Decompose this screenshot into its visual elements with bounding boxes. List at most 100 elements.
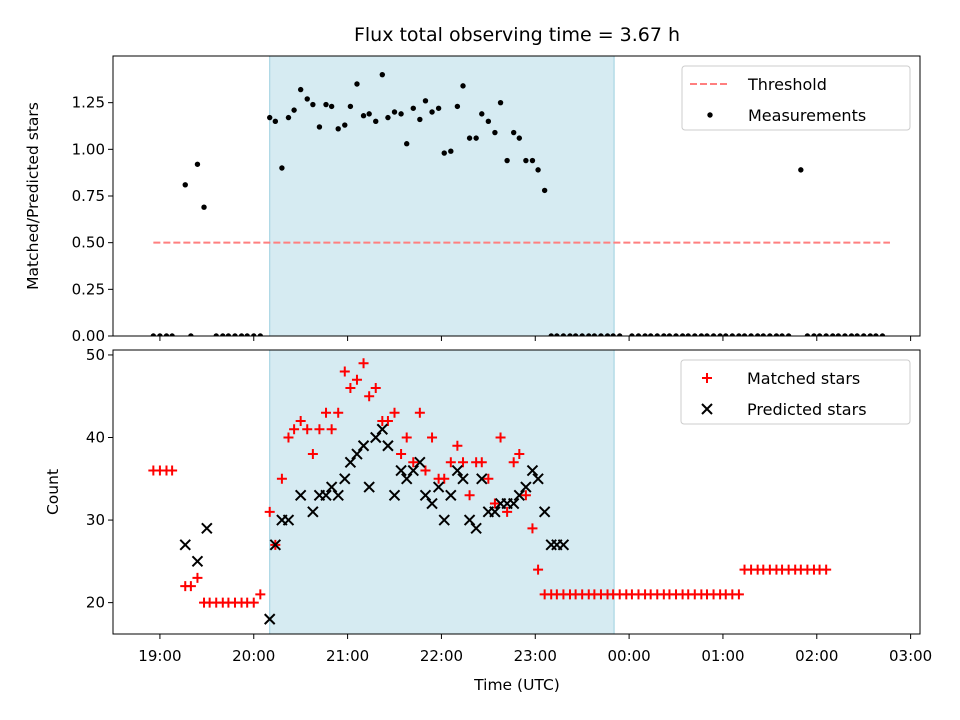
matched-stars-point <box>255 589 266 600</box>
measurements-point <box>798 167 804 173</box>
measurements-point <box>642 333 648 336</box>
matched-stars-point <box>420 465 431 476</box>
measurements-point <box>617 333 623 336</box>
predicted-stars-point <box>457 473 469 485</box>
ratio-observing-span <box>269 55 615 337</box>
measurements-point <box>635 333 642 336</box>
matched-stars-point <box>351 374 362 385</box>
measurements-point <box>661 333 667 336</box>
x-tick-label: 22:00 <box>420 647 463 665</box>
measurements-point <box>213 333 219 336</box>
matched-stars-point <box>408 457 419 468</box>
matched-stars-point <box>414 407 425 418</box>
measurements-point <box>316 124 323 130</box>
matched-stars-point <box>821 564 832 575</box>
matched-stars-point <box>321 407 332 418</box>
measurements-point <box>163 333 170 336</box>
matched-stars-point <box>396 449 407 460</box>
count-y-tick-label: 20 <box>86 594 105 612</box>
predicted-stars-point <box>445 489 457 502</box>
matched-stars-point <box>333 407 344 418</box>
measurements-point <box>811 333 817 336</box>
matched-stars-point <box>389 407 400 418</box>
measurements-point <box>257 333 264 336</box>
matched-stars-point <box>167 465 178 476</box>
measurements-point <box>188 333 194 336</box>
predicted-stars-point <box>526 464 539 477</box>
measurements-point <box>485 118 492 125</box>
ratio-y-axis-label: Matched/Predicted stars <box>24 102 42 290</box>
measurements-point <box>238 333 245 336</box>
ratio-plot-area <box>150 71 890 336</box>
matched-stars-point <box>248 597 259 608</box>
measurements-point <box>304 96 310 102</box>
predicted-stars-point <box>339 473 351 485</box>
matched-stars-point <box>276 473 287 484</box>
matched-stars-point <box>464 490 475 501</box>
measurements-point <box>598 333 604 336</box>
measurements-point <box>385 114 391 121</box>
predicted-stars-point <box>282 514 295 526</box>
count-panel: 20 30 40 50 19:00 20:00 21:00 22:00 23:00 00:00 01… <box>44 346 932 665</box>
matched-stars-point <box>185 581 196 592</box>
measurements-point <box>848 333 855 336</box>
predicted-stars-point <box>351 448 363 460</box>
x-tick-label: 00:00 <box>607 647 650 665</box>
measurements-point <box>767 333 773 336</box>
measurements-point <box>785 333 792 336</box>
measurements-point <box>854 333 860 336</box>
predicted-stars-point <box>388 489 401 502</box>
x-tick-label: 23:00 <box>514 647 557 665</box>
legend-predicted-handle <box>701 403 713 415</box>
measurements-point <box>466 135 473 141</box>
measurements-point <box>717 333 723 336</box>
matched-stars-point <box>339 366 350 377</box>
predicted-stars-point <box>179 539 191 551</box>
predicted-stars-point <box>438 514 450 526</box>
count-y-tick-label: 50 <box>86 346 105 364</box>
matched-stars-point <box>264 506 275 517</box>
measurements-point <box>610 333 616 336</box>
ratio-y-tick-label: 0.25 <box>72 280 105 298</box>
measurements-point <box>150 333 157 336</box>
measurements-point <box>342 122 348 128</box>
measurements-point <box>510 129 517 136</box>
measurements-point <box>830 333 836 336</box>
predicted-stars-point <box>344 456 357 468</box>
measurements-point <box>773 333 780 336</box>
measurements-point <box>548 333 554 336</box>
measurements-point <box>435 105 442 111</box>
measurements-point <box>842 333 848 336</box>
measurements-point <box>347 103 354 110</box>
measurements-point <box>328 103 335 110</box>
predicted-stars-point <box>264 613 276 625</box>
matched-stars-point <box>358 358 369 369</box>
predicted-stars-point <box>414 456 426 468</box>
predicted-stars-point <box>513 489 526 502</box>
matched-stars-point <box>283 432 294 443</box>
measurements-point <box>654 333 660 336</box>
measurements-point <box>157 333 163 336</box>
measurements-point <box>354 81 360 87</box>
measurements-point <box>504 157 510 164</box>
matched-stars-point <box>326 424 337 435</box>
measurements-point <box>804 333 811 336</box>
measurements-point <box>754 333 761 336</box>
matched-stars-point <box>495 432 506 443</box>
predicted-stars-point <box>376 423 389 435</box>
matched-stars-point <box>445 457 456 468</box>
matched-stars-point <box>533 564 544 575</box>
measurements-point <box>554 333 560 336</box>
predicted-stars-point <box>320 489 332 502</box>
count-y-tick-label: 40 <box>86 429 105 447</box>
measurements-point <box>417 116 423 123</box>
matched-stars-point <box>458 457 469 468</box>
measurements-point <box>454 103 461 110</box>
measurements-point <box>736 333 742 336</box>
legend-entry-label: Threshold <box>747 75 827 94</box>
measurements-point <box>492 129 498 136</box>
measurements-point <box>225 333 232 336</box>
predicted-stars-point <box>325 481 338 493</box>
measurements-point <box>586 333 592 336</box>
measurements-point <box>541 187 548 194</box>
